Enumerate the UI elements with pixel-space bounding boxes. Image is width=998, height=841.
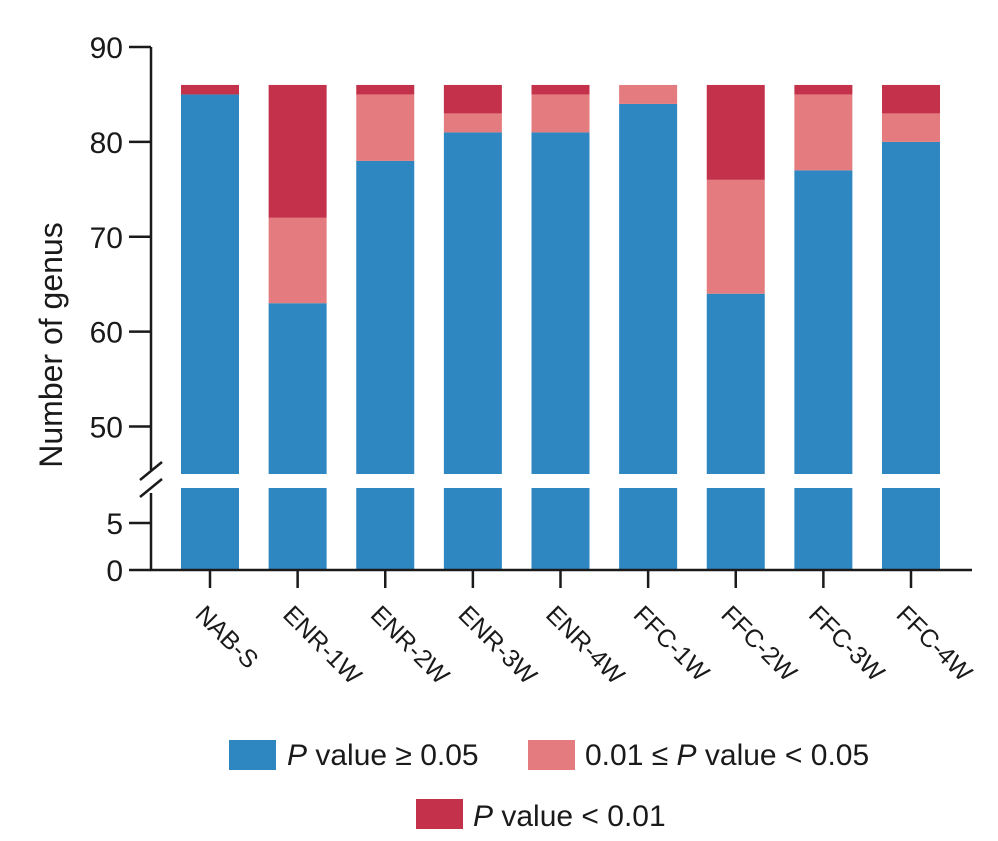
bar-ffc-2w-series-2 <box>706 179 765 294</box>
axes-layer: 50 60 70 80 90 0 5 <box>90 32 972 588</box>
bar-ffc-4w-series-3 <box>882 84 940 114</box>
y-tick-label-80: 80 <box>90 127 123 160</box>
bar-enr-4w-series-2 <box>531 94 590 133</box>
bar-enr-1w-series-1 <box>268 303 327 570</box>
bar-enr-4w-series-3 <box>531 84 590 95</box>
bar-ffc-2w-series-1 <box>706 293 765 570</box>
bar-enr-1w-series-3 <box>268 84 327 218</box>
legend-label-2: 0.01 ≤ P value < 0.05 <box>585 739 869 772</box>
bar-enr-3w-series-1 <box>443 132 502 570</box>
bar-enr-2w-series-1 <box>356 160 415 570</box>
y-axis-title: Number of genus <box>33 222 69 467</box>
y-tick-label-5: 5 <box>106 508 123 541</box>
legend-swatch-2 <box>528 740 575 770</box>
legend-swatch-1 <box>229 740 276 770</box>
legend: P value ≥ 0.05 0.01 ≤ P value < 0.05 P val… <box>229 739 869 833</box>
legend-swatch-3 <box>416 799 463 829</box>
bar-enr-2w-series-2 <box>356 94 415 161</box>
bar-enr-3w-series-2 <box>443 113 502 133</box>
x-tick-label-enr-1w: ENR-1W <box>277 600 367 690</box>
y-tick-label-50: 50 <box>90 412 123 445</box>
x-tick-label-ffc-2w: FFC-2W <box>716 600 803 687</box>
x-tick-label-ffc-1w: FFC-1W <box>628 600 715 687</box>
x-tick-label-ffc-4w: FFC-4W <box>891 600 978 687</box>
bar-ffc-4w-series-1 <box>882 141 940 570</box>
axis-break-mark-2 <box>139 478 163 498</box>
bar-nab-s-series-1 <box>181 94 239 570</box>
x-tick-label-enr-2w: ENR-2W <box>365 600 455 690</box>
x-tick-label-enr-3w: ENR-3W <box>453 600 543 690</box>
bar-enr-1w-series-2 <box>268 217 327 304</box>
bars-layer <box>152 84 973 570</box>
legend-label-1: P value ≥ 0.05 <box>287 739 479 772</box>
bar-enr-3w-series-3 <box>443 84 502 114</box>
bar-ffc-4w-series-2 <box>882 113 940 142</box>
axis-break-mark-1 <box>139 461 163 481</box>
bar-enr-2w-series-3 <box>356 84 415 95</box>
y-tick-label-60: 60 <box>90 317 123 350</box>
x-tick-label-nab-s: NAB-S <box>190 600 264 674</box>
bar-ffc-2w-series-3 <box>706 84 765 180</box>
legend-label-3: P value < 0.01 <box>473 800 666 833</box>
bar-ffc-3w-series-3 <box>794 84 853 95</box>
x-tick-label-ffc-3w: FFC-3W <box>803 600 890 687</box>
bar-nab-s-series-3 <box>181 84 239 95</box>
x-tick-label-enr-4w: ENR-4W <box>540 600 630 690</box>
y-tick-label-70: 70 <box>90 222 123 255</box>
bar-enr-4w-series-1 <box>531 132 590 570</box>
bar-ffc-1w-series-2 <box>619 84 678 104</box>
y-tick-label-90: 90 <box>90 32 123 65</box>
bar-ffc-1w-series-1 <box>619 103 678 570</box>
bar-ffc-3w-series-2 <box>794 94 853 171</box>
y-tick-label-0: 0 <box>106 555 123 588</box>
bar-ffc-3w-series-1 <box>794 170 853 570</box>
axis-break-band <box>152 474 973 488</box>
